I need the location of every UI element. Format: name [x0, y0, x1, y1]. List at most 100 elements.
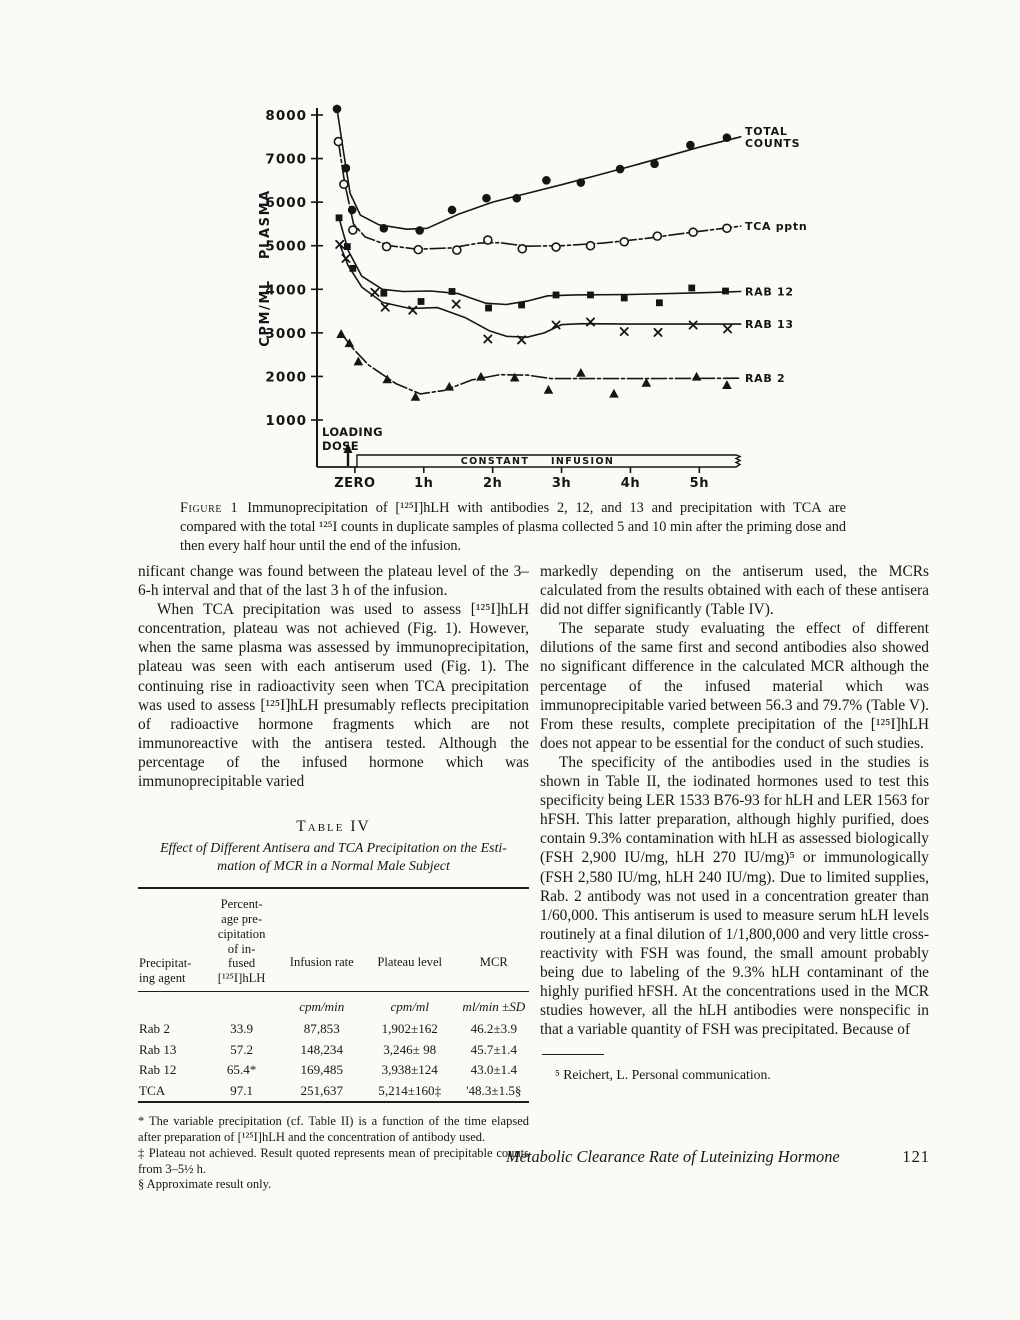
marker-triangle [509, 372, 520, 382]
marker-x [585, 317, 595, 327]
column-header: Precipitat- ing agent [138, 888, 201, 993]
paragraph: When TCA precipitation was used to asses… [138, 601, 529, 791]
table-cell: 45.7±1.4 [470, 1041, 518, 1057]
table-cell: 251,637 [300, 1083, 344, 1099]
table-cell: 3,938±124 [381, 1062, 438, 1078]
series-label-total-counts: COUNTS [745, 137, 800, 150]
marker-open-circle [688, 227, 698, 238]
series-label-rab-12: RAB 12 [745, 285, 794, 298]
marker-open-circle [333, 136, 344, 147]
loading-dose-label: LOADING [322, 425, 383, 439]
marker-dot [686, 140, 695, 150]
loading-dose-arrowhead [343, 443, 353, 453]
marker-square [380, 289, 388, 297]
marker-x [370, 287, 380, 297]
running-title: Metabolic Clearance Rate of Luteinizing … [506, 1147, 840, 1166]
series-line-rab-12 [338, 217, 742, 306]
table-footnote: * The variable precipitation (cf. Table … [138, 1114, 529, 1145]
table-cell: TCA [139, 1083, 166, 1099]
marker-open-circle [452, 245, 462, 255]
marker-triangle [382, 374, 393, 384]
table-cell: 148,234 [300, 1041, 344, 1057]
marker-open-circle [413, 244, 424, 255]
y-tick-label: 2000 [265, 369, 307, 385]
figure-1-chart: 1000 2000 3000 4000 5000 6000 7000 8000 CPM/ML P… [245, 86, 915, 501]
table-row: Rab 2 33.9 87,853 1,902±162 46.2±3.9 [138, 1019, 529, 1040]
marker-square [485, 304, 492, 312]
infusion-bar-label: CONSTANT INFUSION [461, 456, 615, 467]
marker-x [341, 253, 351, 263]
marker-triangle [691, 371, 702, 381]
table-cell: Rab 2 [139, 1021, 170, 1037]
marker-square [448, 288, 456, 295]
marker-triangle [353, 356, 364, 366]
y-tick-label: 3000 [265, 326, 307, 342]
marker-x [688, 320, 698, 330]
marker-x [619, 327, 629, 337]
paragraph: The specificity of the antibodies used i… [540, 753, 929, 1039]
series-line-total-counts [336, 108, 742, 230]
table-cell: 3,246± 98 [383, 1041, 437, 1057]
marker-square [335, 214, 343, 222]
marker-square [620, 294, 628, 302]
table-footnote: § Approximate result only. [138, 1177, 272, 1192]
table-cell: 97.1 [230, 1083, 254, 1099]
marker-x [380, 302, 390, 312]
marker-dot [722, 133, 732, 142]
series-label-rab-2: RAB 2 [745, 372, 785, 385]
marker-dot [542, 176, 551, 185]
figure-caption-label: Figure 1 [180, 500, 239, 516]
marker-x [653, 327, 663, 337]
y-tick-label: 1000 [265, 413, 307, 429]
marker-x [483, 334, 493, 344]
marker-triangle [609, 388, 619, 398]
figure-caption-text: Immunoprecipitation of [¹²⁵I]hLH with an… [180, 500, 846, 554]
marker-square [655, 299, 663, 307]
marker-x [451, 299, 461, 309]
marker-triangle [336, 329, 346, 338]
marker-square [417, 298, 425, 305]
marker-open-circle [381, 241, 392, 252]
marker-open-circle [722, 223, 732, 234]
table-title: Effect of Different Antisera and TCA Pre… [160, 841, 507, 874]
x-tick-label: 5h [690, 476, 709, 491]
marker-dot [650, 159, 659, 169]
marker-triangle [576, 367, 586, 377]
marker-triangle [543, 384, 554, 394]
page-number: 121 [902, 1147, 930, 1166]
y-tick-label: 7000 [265, 152, 307, 168]
marker-square [518, 301, 525, 309]
marker-x [335, 239, 345, 249]
column-left: nificant change was found between the pl… [138, 562, 529, 1193]
table-cell: '48.3±1.5§ [466, 1083, 522, 1099]
table-cell: ml/min ±SD [462, 999, 526, 1014]
y-tick-label: 8000 [265, 108, 307, 124]
marker-dot [447, 205, 457, 215]
table-cell: 46.2±3.9 [470, 1021, 518, 1037]
table-cell: Rab 12 [139, 1062, 177, 1078]
x-tick-label: 1h [414, 476, 433, 491]
marker-dot [341, 163, 351, 173]
x-tick-label: ZERO [334, 476, 375, 491]
table-header-row: Precipitat- ing agent Percent- age pre- … [138, 888, 529, 993]
y-axis-title: CPM/ML PLASMA [258, 189, 273, 347]
infusion-bar [356, 454, 742, 468]
table-heading: Table IV [296, 818, 371, 836]
table-footnotes: * The variable precipitation (cf. Table … [138, 1114, 529, 1193]
marker-dot [482, 193, 491, 203]
column-header: Infusion rate [282, 888, 361, 993]
marker-open-circle [652, 231, 663, 241]
table-cell: cpm/min [299, 999, 345, 1014]
column-header: MCR [458, 888, 529, 993]
line-chart: 1000 2000 3000 4000 5000 6000 7000 8000 CPM/ML P… [258, 104, 807, 491]
table-cell: 33.9 [230, 1021, 254, 1037]
table-cell [201, 992, 283, 1019]
table-cell [138, 992, 201, 1019]
y-tick-label: 4000 [265, 282, 307, 298]
marker-square [587, 291, 594, 299]
table-row: Rab 12 65.4* 169,485 3,938±124 43.0±1.4 [138, 1060, 529, 1081]
series-line-rab-2 [340, 332, 742, 395]
marker-open-circle [339, 179, 349, 190]
table-cell: 1,902±162 [381, 1021, 438, 1037]
marker-x [551, 320, 561, 330]
